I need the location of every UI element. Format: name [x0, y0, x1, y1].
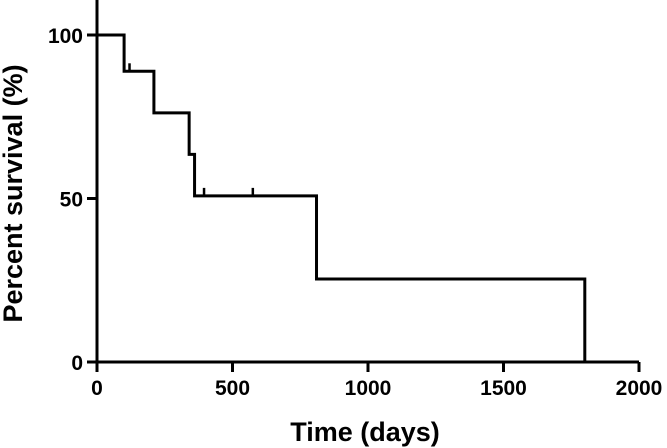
x-ticks: 0 500 1000 1500 2000 [91, 362, 662, 400]
survival-curve [97, 33, 587, 362]
x-tick-label: 1000 [345, 377, 392, 400]
x-axis-title: Time (days) [290, 417, 440, 447]
censor-marks [128, 63, 255, 196]
y-tick-label: 50 [60, 189, 83, 212]
x-tick-label: 500 [215, 377, 250, 400]
series-layer [97, 33, 587, 362]
x-tick-label: 2000 [616, 377, 663, 400]
x-tick-label: 0 [91, 377, 103, 400]
y-tick-label: 100 [48, 25, 83, 48]
x-tick-label: 1500 [480, 377, 527, 400]
y-tick-label: 0 [71, 352, 83, 375]
y-axis-title: Percent survival (%) [0, 64, 28, 322]
axes [95, 0, 639, 364]
y-ticks: 0 50 100 [48, 25, 97, 375]
